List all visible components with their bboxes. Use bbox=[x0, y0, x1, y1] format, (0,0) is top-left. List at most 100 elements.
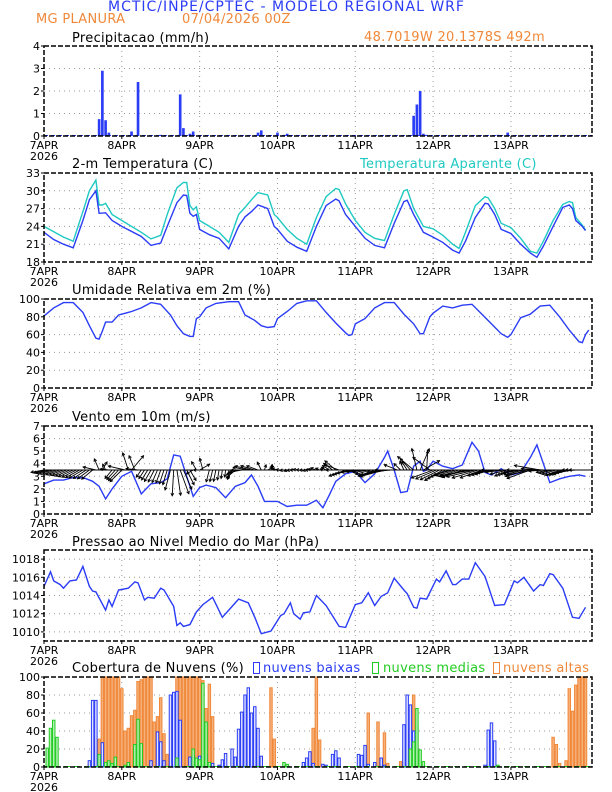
wind-vector-head bbox=[451, 475, 456, 479]
wind-vector-arrow bbox=[322, 465, 330, 471]
wind-vector-head bbox=[104, 461, 108, 465]
precip-bar bbox=[136, 82, 140, 136]
temperature-series-line bbox=[43, 188, 587, 259]
cloud-bar-nuvens-baixas bbox=[249, 712, 254, 768]
y-tick-label: 40 bbox=[26, 725, 40, 738]
precip-bar bbox=[276, 132, 279, 136]
y-tick-label: 20 bbox=[26, 743, 40, 756]
wind-vector-head bbox=[309, 467, 314, 471]
y-tick-label: 33 bbox=[26, 167, 40, 180]
x-tick-label: 11APR bbox=[337, 770, 373, 783]
wind-vector-arrow bbox=[399, 461, 405, 471]
wind-vector-head bbox=[544, 472, 549, 477]
x-tick-label: 11APR bbox=[337, 644, 373, 657]
wind-vector-arrow bbox=[61, 469, 77, 478]
cloud-bar-nuvens-altas bbox=[376, 721, 380, 768]
wind-vector-head bbox=[227, 470, 232, 474]
cloud-bar-nuvens-altas bbox=[188, 676, 192, 768]
wind-vector-head bbox=[155, 479, 159, 484]
cloud-bar-nuvens-baixas bbox=[175, 690, 179, 768]
cloud-bar-nuvens-baixas bbox=[100, 742, 105, 768]
wind-vector-head bbox=[494, 473, 498, 477]
wind-vector-arrow bbox=[310, 467, 317, 471]
cloud-bar-nuvens-altas bbox=[113, 676, 118, 768]
humidity-panel-title: Umidade Relativa em 2m (%) bbox=[72, 283, 272, 298]
wind-vector-head bbox=[393, 462, 397, 467]
cloud-bar-nuvens-baixas bbox=[171, 691, 176, 768]
cloud-bar-nuvens-medias bbox=[415, 708, 419, 768]
wind-vector-arrow bbox=[55, 469, 71, 477]
wind-vector-head bbox=[64, 474, 69, 479]
cloud-frame bbox=[43, 676, 593, 768]
wind-vector-head bbox=[198, 457, 203, 462]
wind-vector-arrow bbox=[233, 466, 249, 471]
x-tick-label: 9APR bbox=[185, 770, 214, 783]
cloud-bar-nuvens-altas bbox=[126, 727, 131, 768]
wind-vector-arrow bbox=[93, 458, 100, 471]
wind-vector-arrow bbox=[49, 469, 64, 476]
wind-vector-head bbox=[359, 472, 364, 477]
wind-vector-head bbox=[374, 468, 378, 472]
wind-vector-arrow bbox=[397, 456, 414, 471]
wind-vector-arrow bbox=[183, 469, 193, 490]
wind-vector-head bbox=[143, 478, 148, 483]
wind-vector-arrow bbox=[131, 455, 144, 471]
x-tick-label: 8APR bbox=[107, 770, 136, 783]
cloud-bar-nuvens-altas bbox=[184, 676, 189, 768]
x-tick-label: 9APR bbox=[185, 517, 214, 530]
cloud-bar-nuvens-medias bbox=[201, 682, 205, 768]
wind-vector-arrow bbox=[128, 455, 136, 471]
y-tick-label: 21 bbox=[26, 238, 40, 251]
y-tick-label: 40 bbox=[26, 346, 40, 359]
x-tick-label: 10APR bbox=[260, 770, 296, 783]
cloud-bar-nuvens-altas bbox=[314, 676, 319, 768]
wind-vector-arrow bbox=[324, 464, 340, 471]
wind-vector-head bbox=[102, 463, 106, 468]
wind-vector-head bbox=[324, 460, 328, 464]
wind-vector-head bbox=[527, 469, 532, 473]
wind-vector-arrow bbox=[138, 469, 145, 479]
cloud-bar-nuvens-altas bbox=[382, 732, 387, 768]
precip-bar bbox=[506, 132, 510, 136]
main-title: MCTIC/INPE/CPTEC - MODELO REGIONAL WRF bbox=[108, 0, 465, 15]
humidity-series-line bbox=[43, 300, 590, 344]
wind-vector-arrow bbox=[415, 469, 437, 480]
cloud-bar-nuvens-baixas bbox=[360, 754, 364, 768]
wind-vector-head bbox=[503, 472, 508, 476]
cloud-bar-nuvens-altas bbox=[194, 676, 199, 768]
cloud-bar-nuvens-baixas bbox=[233, 756, 238, 768]
x-tick-label: 11APR bbox=[337, 517, 373, 530]
cloud-bar-nuvens-baixas bbox=[253, 706, 257, 768]
wind-vector-head bbox=[432, 472, 437, 477]
cloud-bar-nuvens-altas bbox=[129, 715, 134, 768]
wind-vector-head bbox=[298, 468, 303, 472]
wind-vector-arrow bbox=[135, 469, 142, 478]
wind-vector-head bbox=[564, 468, 569, 472]
x-year-label: 2026 bbox=[30, 528, 58, 541]
wind-vector-head bbox=[445, 474, 450, 479]
x-tick-label: 10APR bbox=[260, 139, 296, 152]
cloud-bar-nuvens-altas bbox=[554, 744, 559, 768]
wind-vector-head bbox=[270, 463, 274, 468]
y-tick-label: 4 bbox=[33, 458, 40, 471]
wind-vector-head bbox=[419, 476, 424, 481]
wind-vector-head bbox=[57, 474, 62, 478]
wind-vector-head bbox=[80, 476, 85, 480]
cloud-bar-nuvens-baixas bbox=[334, 750, 338, 768]
wind-vector-head bbox=[499, 471, 504, 476]
cloud-bar-nuvens-baixas bbox=[402, 724, 406, 768]
cloud-bar-nuvens-medias bbox=[52, 719, 56, 768]
wind-vector-arrow bbox=[77, 469, 90, 480]
wind-vector-head bbox=[538, 470, 543, 475]
cloud-bar-nuvens-baixas bbox=[149, 760, 153, 768]
y-tick-label: 100 bbox=[19, 671, 40, 684]
wind-vector-arrow bbox=[151, 469, 158, 483]
x-year-label: 2026 bbox=[30, 655, 58, 668]
wind-vector-arrow bbox=[220, 469, 223, 479]
cloud-bar-nuvens-altas bbox=[366, 712, 370, 768]
cloud-bar-nuvens-altas bbox=[580, 676, 584, 768]
y-tick-label: 1014 bbox=[12, 590, 40, 603]
precip-bar bbox=[107, 132, 111, 136]
cloud-bar-nuvens-baixas bbox=[308, 751, 312, 768]
y-tick-label: 0 bbox=[33, 130, 40, 143]
